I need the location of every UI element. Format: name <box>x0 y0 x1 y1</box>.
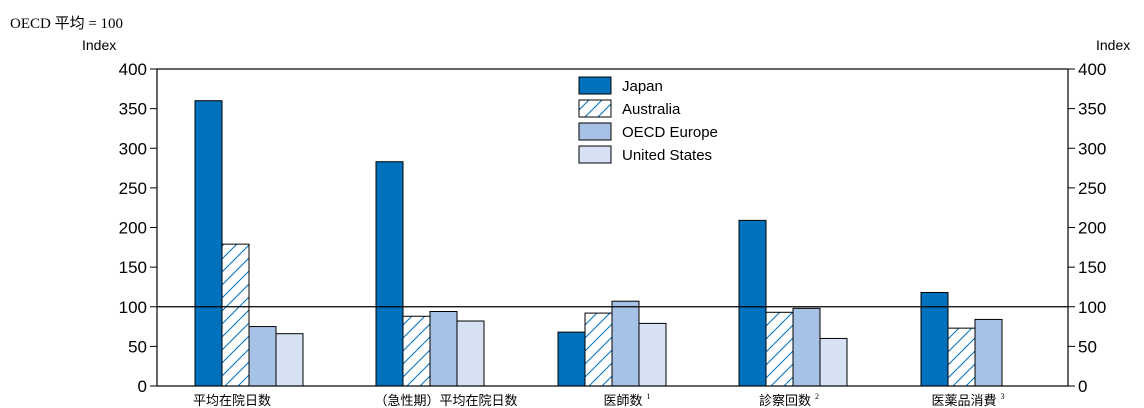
bar-oecd-europe-5 <box>974 318 1003 387</box>
legend: Japan Australia OECD Europe United States <box>578 76 718 164</box>
bar-japan-3 <box>557 331 586 387</box>
bar-united-states-1 <box>275 333 304 387</box>
bar-united-states-4 <box>819 337 848 387</box>
x-category-label: （急性期）平均在院日数 <box>374 393 517 408</box>
y-tick-label-right: 400 <box>1078 60 1106 79</box>
x-labels-layer: 平均在院日数 （急性期）平均在院日数 医師数 1 診察回数 2 医薬品消費 3 <box>193 392 1005 408</box>
bar-australia-4 <box>765 311 794 387</box>
bar-united-states-3 <box>638 322 667 387</box>
bar-oecd-europe-3 <box>611 300 640 387</box>
y-tick-label-left: 50 <box>128 337 147 356</box>
ticks-layer: 0 0 50 50 100 100 150 150 200 200 250 250 300 300 350 3… <box>119 60 1107 396</box>
x-category-label: 医薬品消費 3 <box>931 392 1004 408</box>
y-tick-label-right: 150 <box>1078 258 1106 277</box>
bar-japan-4 <box>738 219 767 387</box>
bar-japan-1 <box>194 100 223 387</box>
y-tick-label-left: 350 <box>119 100 147 119</box>
legend-swatch-japan <box>578 76 612 95</box>
legend-label-australia: Australia <box>622 101 681 118</box>
bar-oecd-europe-2 <box>429 311 458 387</box>
y-tick-label-left: 400 <box>119 60 147 79</box>
legend-label-oecd-europe: OECD Europe <box>622 124 718 141</box>
legend-swatch-australia <box>578 99 612 118</box>
bars-layer <box>194 100 1003 387</box>
x-category-superscript: 1 <box>647 392 651 401</box>
y-tick-label-left: 300 <box>119 139 147 158</box>
y-tick-label-left: 200 <box>119 219 147 238</box>
bar-australia-2 <box>402 315 431 387</box>
x-category-superscript: 3 <box>1001 392 1005 401</box>
bar-australia-1 <box>221 243 250 387</box>
bar-japan-5 <box>920 291 949 387</box>
y-tick-label-right: 0 <box>1078 377 1087 396</box>
y-tick-label-right: 200 <box>1078 219 1106 238</box>
bar-oecd-europe-1 <box>248 326 277 387</box>
y-tick-label-right: 250 <box>1078 179 1106 198</box>
bar-oecd-europe-4 <box>792 307 821 387</box>
y-tick-label-right: 100 <box>1078 298 1106 317</box>
y-tick-label-left: 250 <box>119 179 147 198</box>
bar-united-states-2 <box>456 320 485 387</box>
legend-swatch-united-states <box>578 145 612 164</box>
y-tick-label-right: 50 <box>1078 337 1097 356</box>
x-category-label: 医師数 1 <box>603 392 650 408</box>
y-tick-label-left: 150 <box>119 258 147 277</box>
legend-swatch-oecd-europe <box>578 122 612 141</box>
bar-australia-3 <box>584 312 613 387</box>
y-axis-label-left: Index <box>82 37 116 53</box>
y-tick-label-left: 100 <box>119 298 147 317</box>
x-category-label: 診察回数 2 <box>759 392 819 408</box>
legend-label-united-states: United States <box>622 147 712 164</box>
y-tick-label-right: 350 <box>1078 100 1106 119</box>
x-category-superscript: 2 <box>815 392 819 401</box>
legend-label-japan: Japan <box>622 78 663 95</box>
y-tick-label-left: 0 <box>138 377 147 396</box>
y-axis-label-right: Index <box>1096 37 1130 53</box>
bar-australia-5 <box>947 327 976 387</box>
x-category-label: 平均在院日数 <box>193 393 271 408</box>
bar-japan-2 <box>375 161 404 387</box>
chart-title: OECD 平均 = 100 <box>10 15 123 32</box>
y-tick-label-right: 300 <box>1078 139 1106 158</box>
